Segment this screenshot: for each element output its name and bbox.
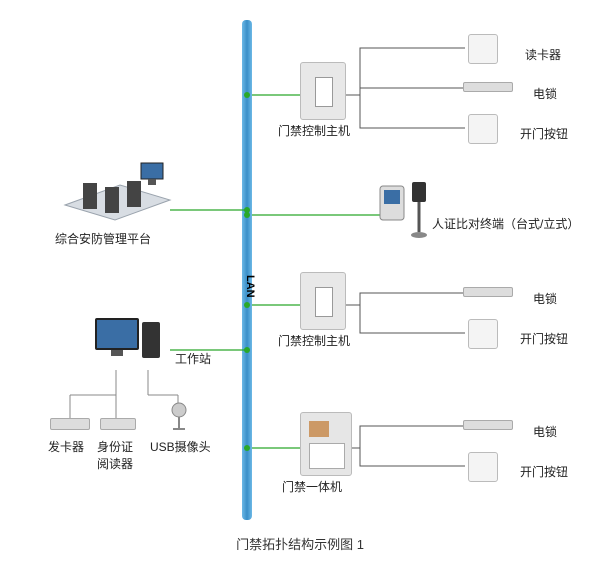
lan-node-icon: [244, 212, 250, 218]
lan-node-icon: [244, 347, 250, 353]
usb-camera-label: USB摄像头: [150, 438, 211, 455]
card-issuer-icon: [50, 418, 90, 430]
lock-3-label: 电锁: [533, 423, 557, 440]
verify-terminal-label: 人证比对终端（台式/立式）: [432, 215, 579, 232]
verify-terminal-icon: [378, 182, 430, 243]
lan-node-icon: [244, 302, 250, 308]
access-aio-label: 门禁一体机: [282, 478, 342, 495]
lock-1-label: 电锁: [533, 85, 557, 102]
workstation-tower-icon: [142, 322, 160, 358]
open-button-2-label: 开门按钮: [520, 330, 568, 347]
open-button-1-icon: [468, 114, 498, 144]
access-controller-1-icon: [300, 62, 346, 120]
open-button-2-icon: [468, 319, 498, 349]
card-reader-icon: [468, 34, 498, 64]
diagram-caption: 门禁拓扑结构示例图 1: [0, 534, 600, 553]
lock-2-icon: [463, 287, 513, 297]
id-reader-icon: [100, 418, 136, 430]
access-controller-2-icon: [300, 272, 346, 330]
platform-label: 综合安防管理平台: [55, 230, 151, 247]
workstation-monitor-icon: [95, 318, 139, 350]
access-controller-1-label: 门禁控制主机: [278, 122, 350, 139]
platform-icon: [55, 155, 175, 225]
lock-2-label: 电锁: [533, 290, 557, 307]
id-reader-label: 身份证 阅读器: [97, 438, 133, 472]
lock-3-icon: [463, 420, 513, 430]
open-button-3-label: 开门按钮: [520, 463, 568, 480]
usb-camera-icon: [170, 402, 188, 433]
lan-label: LAN: [244, 275, 256, 298]
workstation-label: 工作站: [175, 350, 211, 367]
access-controller-2-label: 门禁控制主机: [278, 332, 350, 349]
open-button-1-label: 开门按钮: [520, 125, 568, 142]
lan-node-icon: [244, 445, 250, 451]
open-button-3-icon: [468, 452, 498, 482]
access-aio-icon: [300, 412, 352, 476]
card-issuer-label: 发卡器: [48, 438, 84, 455]
lock-1-icon: [463, 82, 513, 92]
card-reader-label: 读卡器: [525, 46, 561, 63]
lan-node-icon: [244, 92, 250, 98]
topology-diagram: LAN 综合安防管理平台: [0, 0, 600, 561]
